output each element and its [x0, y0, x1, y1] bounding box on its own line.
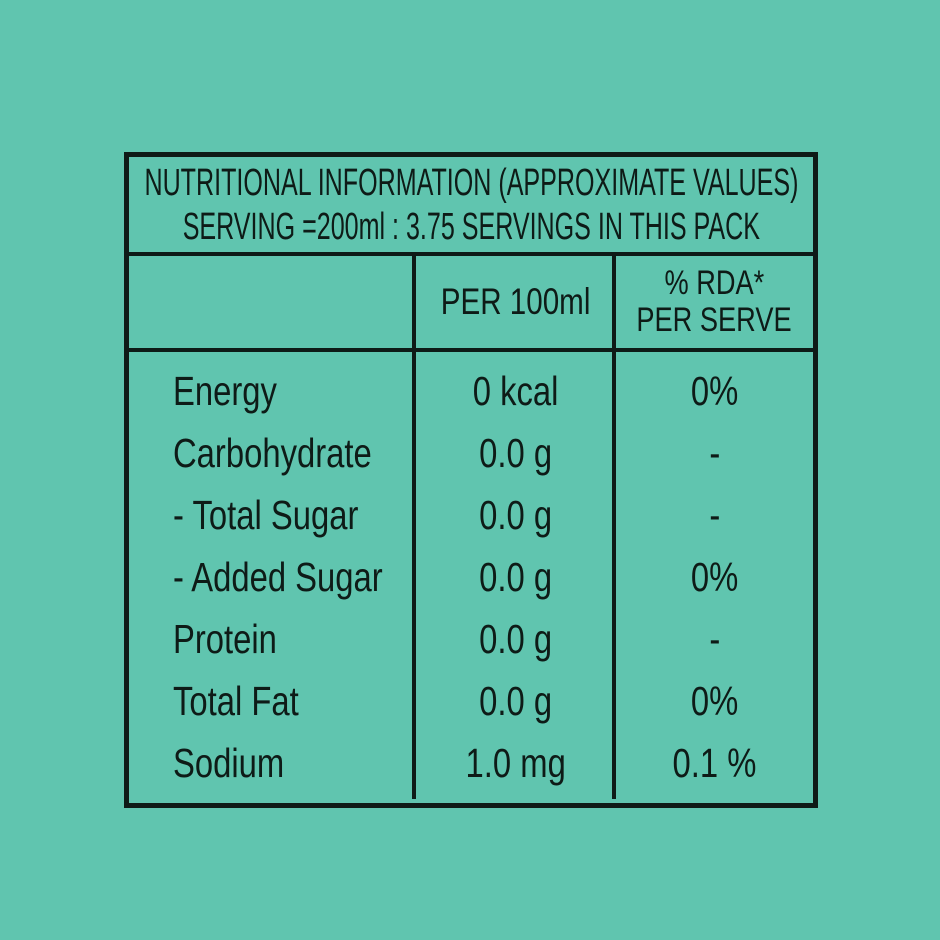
rda-value: 0.1 % [616, 732, 813, 794]
nutrient-label: Energy [129, 360, 416, 422]
nutrient-label-text: - Total Sugar [173, 491, 359, 538]
nutrient-label-text: Total Fat [173, 677, 299, 724]
nutrient-label: Carbohydrate [129, 422, 416, 484]
nutrient-label-text: - Added Sugar [173, 553, 383, 600]
rda-text: 0% [690, 367, 739, 414]
per-100ml-value: 0.0 g [416, 608, 616, 670]
nutrient-label-text: Energy [173, 367, 277, 414]
title-line-1-text: NUTRITIONAL INFORMATION (APPROXIMATE VAL… [144, 161, 798, 204]
nutrient-label-text: Protein [173, 615, 277, 662]
nutrient-label: Protein [129, 608, 416, 670]
header-per-100ml-text: PER 100ml [441, 281, 591, 322]
rda-text: 0.1 % [672, 739, 757, 786]
header-rda-line-2: PER SERVE [636, 301, 793, 339]
rda-text: - [709, 429, 720, 476]
rda-text: 0% [690, 553, 739, 600]
per-100ml-value: 0.0 g [416, 546, 616, 608]
nutrition-label: NUTRITIONAL INFORMATION (APPROXIMATE VAL… [124, 152, 818, 808]
per-100ml-text: 0 kcal [473, 367, 559, 414]
nutrient-label-text: Carbohydrate [173, 429, 372, 476]
rda-text: - [709, 615, 720, 662]
rda-value: - [616, 422, 813, 484]
per-100ml-text: 1.0 mg [465, 739, 567, 786]
nutrient-label-text: Sodium [173, 739, 285, 786]
nutrient-label: - Added Sugar [129, 546, 416, 608]
rda-value: 0% [616, 546, 813, 608]
nutrient-label: - Total Sugar [129, 484, 416, 546]
per-100ml-value: 0.0 g [416, 670, 616, 732]
per-100ml-text: 0.0 g [479, 677, 553, 724]
rda-value: - [616, 608, 813, 670]
header-cell-empty [129, 256, 416, 348]
column-divider-2 [612, 256, 616, 799]
per-100ml-value: 0.0 g [416, 484, 616, 546]
title-line-2: SERVING =200ml : 3.75 SERVINGS IN THIS P… [34, 205, 909, 249]
title-line-2-text: SERVING =200ml : 3.75 SERVINGS IN THIS P… [182, 205, 760, 248]
per-100ml-text: 0.0 g [479, 615, 553, 662]
rda-text: - [709, 491, 720, 538]
header-cell-per-100ml: PER 100ml [416, 256, 616, 348]
title-line-1: NUTRITIONAL INFORMATION (APPROXIMATE VAL… [0, 161, 940, 205]
rda-value: 0% [616, 670, 813, 732]
header-cell-rda: % RDA* PER SERVE [616, 256, 813, 348]
rda-text: 0% [690, 677, 739, 724]
rda-value: 0% [616, 360, 813, 422]
per-100ml-value: 1.0 mg [416, 732, 616, 794]
nutrient-label: Sodium [129, 732, 416, 794]
table-header-row: PER 100ml % RDA* PER SERVE [129, 256, 813, 352]
rda-value: - [616, 484, 813, 546]
per-100ml-text: 0.0 g [479, 429, 553, 476]
per-100ml-text: 0.0 g [479, 553, 553, 600]
nutrition-table: PER 100ml % RDA* PER SERVE Energy 0 kcal… [129, 256, 813, 799]
per-100ml-value: 0.0 g [416, 422, 616, 484]
table-body: Energy 0 kcal 0% Carbohydrate 0.0 g - - … [129, 352, 813, 794]
per-100ml-value: 0 kcal [416, 360, 616, 422]
nutrient-label: Total Fat [129, 670, 416, 732]
column-divider-1 [412, 256, 416, 799]
per-100ml-text: 0.0 g [479, 491, 553, 538]
header-rda-line-1: % RDA* [664, 264, 765, 302]
label-title: NUTRITIONAL INFORMATION (APPROXIMATE VAL… [129, 157, 813, 256]
